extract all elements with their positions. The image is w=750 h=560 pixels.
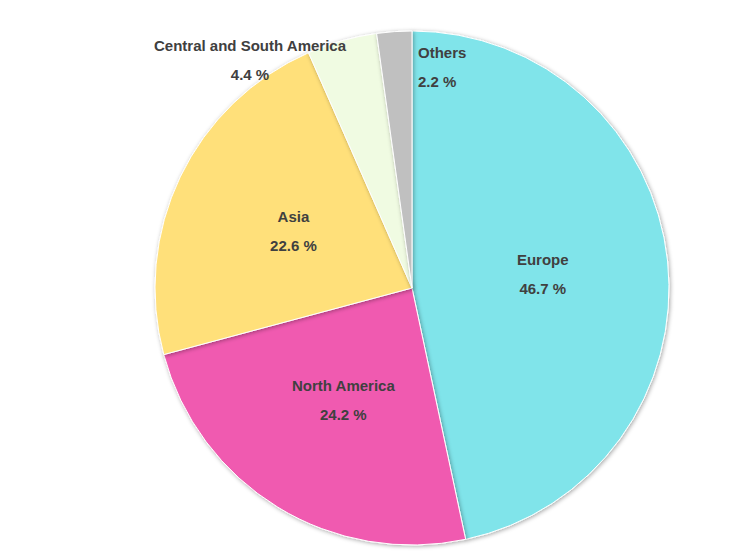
svg-text:Asia: Asia xyxy=(278,208,310,225)
svg-text:North America: North America xyxy=(292,377,395,394)
svg-text:2.2 %: 2.2 % xyxy=(418,73,456,90)
svg-text:46.7 %: 46.7 % xyxy=(519,280,566,297)
svg-text:22.6 %: 22.6 % xyxy=(270,237,317,254)
svg-text:24.2 %: 24.2 % xyxy=(320,406,367,423)
svg-text:Europe: Europe xyxy=(517,251,569,268)
svg-text:Others: Others xyxy=(418,44,466,61)
svg-text:4.4 %: 4.4 % xyxy=(231,66,269,83)
svg-text:Central and South America: Central and South America xyxy=(154,37,347,54)
